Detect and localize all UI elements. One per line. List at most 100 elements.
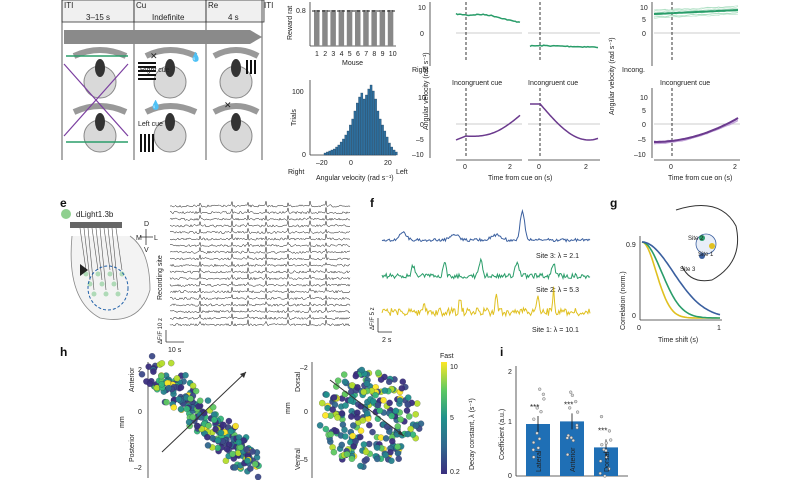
compass-l: L	[154, 235, 158, 242]
h-right-point	[360, 441, 368, 448]
reward-bar	[387, 10, 394, 46]
fiber-site	[95, 271, 101, 277]
c-incongruent-title-right: Incongruent cue	[528, 80, 578, 87]
panel-f: f Site 3: λ = 2.1 Site 2: λ = 5.3 Site 1…	[370, 196, 591, 344]
optical-fiber	[115, 227, 123, 271]
d-trace-faint	[653, 12, 739, 18]
histogram-bar	[367, 88, 370, 156]
h-right-point	[381, 387, 388, 394]
histogram-bar	[353, 110, 357, 156]
h-anterior: Anterior	[129, 367, 136, 392]
reward-xtick: 8	[372, 51, 376, 58]
h-right-point	[399, 378, 406, 385]
h-right-point	[388, 457, 395, 464]
i-bar	[560, 421, 584, 476]
i-point	[569, 390, 573, 394]
h-left-point	[195, 403, 202, 410]
i-point	[565, 436, 569, 440]
h-right-point	[350, 422, 357, 429]
h-right-point	[354, 414, 361, 421]
h-right-point	[405, 394, 412, 401]
g-ytick-09: 0.9	[626, 242, 636, 249]
h-right-point	[333, 428, 340, 435]
h-right-point	[341, 378, 349, 385]
h-right-point	[386, 378, 393, 385]
i-point	[604, 449, 608, 453]
i-point	[609, 438, 613, 442]
c-xtick-2a: 2	[508, 164, 512, 171]
i-significance: ***	[530, 403, 539, 412]
fiber-site	[119, 271, 125, 277]
i-point	[542, 397, 546, 401]
reward-bar	[355, 10, 361, 46]
d-bottom-ytick-5: 5	[642, 108, 646, 115]
g-site2-label: Site 2	[688, 236, 704, 242]
h-right-point	[382, 435, 390, 442]
d-traces-congruent	[653, 5, 739, 19]
recording-trace	[169, 253, 351, 261]
trials-ytick-0: 0	[302, 152, 306, 159]
i-point	[532, 455, 536, 459]
d-trace-faint	[653, 5, 739, 11]
c-right-label: Right	[412, 67, 428, 74]
reward-xtick: 10	[389, 51, 397, 58]
g-ylabel: Correlation (norm.)	[620, 271, 627, 330]
c-trace-congruent-right	[529, 44, 599, 49]
h-right-point	[360, 388, 367, 396]
h-left-point	[158, 360, 166, 367]
i-point	[541, 392, 545, 396]
g-xtick-1: 1	[717, 325, 721, 332]
h-right-point	[341, 426, 348, 433]
c-ytick-0: 0	[420, 31, 424, 38]
phase-label-cue: Cu	[136, 1, 146, 10]
recording-trace	[169, 280, 351, 287]
h-right-point	[349, 432, 356, 440]
right-cue-grating	[138, 62, 156, 80]
h-right-point	[330, 394, 338, 401]
d-bottom-ytick-neg5: –5	[638, 137, 646, 144]
phase-label-iti: ITI	[64, 1, 73, 10]
i-point	[539, 410, 543, 414]
h-right-point	[362, 448, 370, 456]
f-site2-label: Site 2: λ = 5.3	[536, 287, 579, 294]
i-ytick-0: 0	[508, 473, 512, 480]
recording-traces	[169, 200, 351, 327]
h-left-point	[212, 426, 219, 433]
histogram-bar	[346, 130, 350, 156]
h-left-point	[205, 422, 212, 429]
i-bar-label: Anterior	[570, 447, 577, 472]
h-dorsal: Dorsal	[295, 371, 302, 392]
h-right-point	[334, 414, 341, 421]
h-right-point	[404, 430, 411, 438]
panel-b: Reward rat 0.8 1 2 3 4 5 6 7 8 9 10 Mouse Trials …	[287, 2, 408, 182]
panel-h: h mm Posterior Anterior 2 0 –2 mm Ventra…	[60, 345, 476, 480]
panel-letter-i: i	[500, 345, 503, 359]
d-trace-faint	[653, 6, 739, 12]
h-left-point	[189, 382, 197, 389]
d-trace-mean	[654, 117, 739, 143]
h-right-point	[397, 416, 404, 423]
hist-xtick-neg20: –20	[316, 160, 328, 167]
h-left-point	[229, 450, 236, 458]
c-xlabel: Time from cue on (s)	[488, 175, 552, 182]
i-point	[535, 406, 539, 410]
f-trace-site2	[381, 257, 591, 281]
h-right-point	[357, 427, 365, 434]
i-point	[600, 443, 604, 447]
i-significance: ***	[564, 400, 573, 409]
h-right-point	[352, 438, 359, 445]
h-left-point	[177, 384, 185, 391]
h-left-point	[235, 439, 242, 446]
recording-trace	[169, 286, 351, 294]
h-right-point	[363, 380, 371, 387]
g-curve-site3	[641, 241, 721, 316]
h-left-point	[183, 405, 191, 413]
i-point	[538, 387, 542, 391]
cbar-tick-10: 10	[450, 364, 458, 371]
h-left-point	[182, 372, 189, 379]
h-left-point	[220, 421, 227, 429]
i-point	[575, 410, 580, 414]
h-right-point	[370, 398, 377, 405]
h-left-point	[231, 464, 239, 471]
cbar-tick-5: 5	[450, 415, 454, 422]
